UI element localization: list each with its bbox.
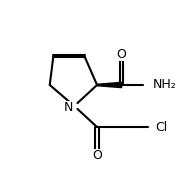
Text: O: O [117, 48, 126, 61]
Text: O: O [92, 149, 102, 162]
Text: N: N [64, 101, 73, 114]
Text: Cl: Cl [156, 121, 168, 134]
Polygon shape [97, 82, 122, 88]
Text: NH₂: NH₂ [153, 79, 177, 91]
